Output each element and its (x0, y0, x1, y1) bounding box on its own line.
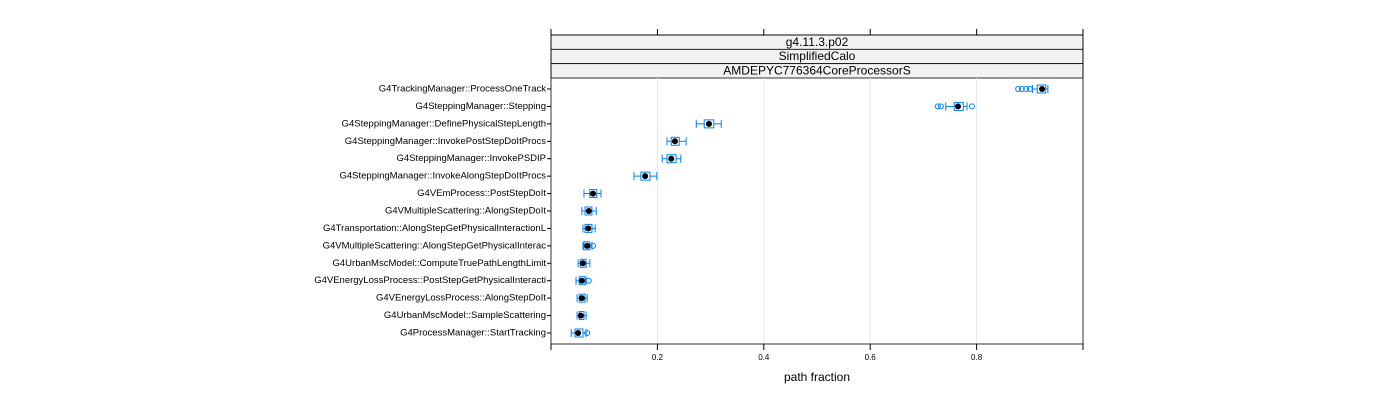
median (585, 208, 592, 214)
outlier (1026, 86, 1033, 92)
outlier (1023, 86, 1030, 92)
y-tick-label: G4ProcessManager::StartTracking (400, 328, 546, 339)
outlier (584, 330, 591, 336)
outlier (585, 277, 592, 284)
y-tick-label: G4VEmProcess::PostStepDoIt (417, 188, 546, 199)
strip-label: SimplifiedCalo (779, 49, 856, 63)
y-tick-label: G4SteppingManager::InvokePSDIP (397, 153, 546, 164)
strip-label: AMDEPYC776364CoreProcessorS (723, 64, 910, 78)
box (584, 223, 593, 233)
box (589, 189, 598, 199)
box (703, 119, 715, 129)
median (578, 295, 585, 302)
x-tick-label: 0.6 (865, 353, 877, 362)
median (578, 277, 585, 284)
y-tick-label: G4SteppingManager::Stepping (416, 101, 546, 112)
y-tick-label: G4TrackingManager::ProcessOneTrack (379, 84, 546, 95)
y-tick-label: G4VMultipleScattering::AlongStepGetPhysi… (323, 240, 547, 251)
plot-frame (550, 34, 1084, 345)
outlier (1018, 86, 1025, 92)
y-tick-label: G4SteppingManager::DefinePhysicalStepLen… (342, 118, 546, 129)
x-tick-label: 0.4 (758, 353, 770, 362)
median (706, 120, 713, 127)
outlier (1015, 86, 1022, 92)
median (590, 190, 597, 197)
box (670, 136, 680, 146)
box (1036, 84, 1047, 94)
median (671, 138, 678, 145)
x-tick-label: 0.8 (971, 353, 983, 362)
median (575, 330, 582, 336)
y-tick-label: G4UrbanMscModel::SampleScattering (384, 310, 546, 321)
outlier (937, 103, 944, 110)
y-tick-label: G4UrbanMscModel::ComputeTruePathLengthLi… (333, 258, 547, 269)
y-tick-label: G4SteppingManager::InvokeAlongStepDoItPr… (340, 171, 547, 182)
median (579, 260, 586, 267)
box (574, 328, 584, 338)
median (584, 242, 591, 249)
box (640, 171, 651, 181)
median (577, 312, 584, 319)
outlier (590, 242, 597, 249)
box (666, 154, 677, 164)
box (953, 101, 964, 111)
x-tick-label: 0.2 (652, 353, 664, 362)
strip-label: g4.11.3.p02 (786, 35, 849, 49)
median (954, 103, 961, 110)
y-tick-label: G4VMultipleScattering::AlongStepDoIt (385, 206, 546, 217)
x-axis-label: path fraction (784, 370, 850, 384)
outlier (968, 103, 975, 110)
median (642, 173, 649, 180)
y-tick-label: G4Transportation::AlongStepGetPhysicalIn… (323, 223, 546, 234)
median (1039, 86, 1046, 92)
median (585, 225, 592, 232)
y-tick-label: G4SteppingManager::InvokePostStepDoItPro… (345, 136, 546, 147)
y-tick-label: G4VEnergyLossProcess::AlongStepDoIt (376, 293, 546, 304)
outlier (934, 103, 941, 110)
box (584, 206, 593, 216)
median (668, 155, 675, 162)
y-tick-label: G4VEnergyLossProcess::PostStepGetPhysica… (314, 275, 546, 286)
